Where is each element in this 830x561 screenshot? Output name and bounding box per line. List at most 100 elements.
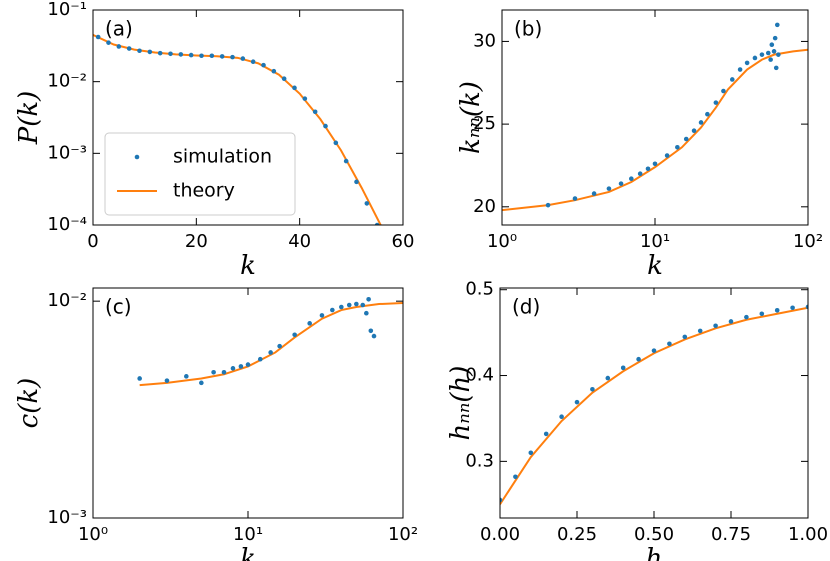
point [729,77,735,82]
x-tick-label: 10¹ [640,231,670,252]
point [759,311,765,317]
point [323,123,328,129]
theory-line [500,306,808,505]
point [333,140,339,146]
point [543,431,549,437]
point [281,76,287,82]
x-tick-label: 10⁰ [487,231,517,252]
point [769,42,775,48]
point [312,109,318,115]
point [618,181,624,186]
point [805,304,808,310]
point [184,374,189,379]
point [691,128,697,134]
point [629,176,634,181]
point [667,341,672,347]
panel: 10⁰ 10¹ 10² 20 25 30 (b) k kₙₙ(k) [456,9,823,281]
panel: 10⁰ 10¹ 10² 10⁻³ 10⁻² (c) k c(k) [14,287,418,561]
point [713,323,718,329]
point [339,304,344,310]
y-axis-label: hₙₙ(h) [446,366,476,441]
point [319,313,325,318]
point [292,332,297,338]
point [682,334,688,340]
point [137,48,142,54]
point [157,50,163,56]
y-tick-label: 25 [473,113,496,134]
point [374,222,380,225]
x-tick-label: 0.25 [557,524,597,545]
point [271,68,277,74]
point [116,44,122,49]
theory-line [139,302,403,387]
point [106,40,111,45]
point [230,366,236,371]
point [606,186,612,191]
point [360,302,366,308]
annotation: (a) [105,17,133,41]
y-tick-label: 10⁻² [47,290,87,311]
x-axis-label: k [647,251,663,281]
point [368,328,374,334]
point [366,296,371,302]
x-tick-label: 40 [288,231,311,252]
legend-marker [134,154,140,160]
x-axis-label: h [646,544,663,561]
point [683,136,689,142]
point [744,314,749,320]
x-tick-label: 60 [392,231,415,252]
legend-label: theory [173,180,235,202]
y-axis-label: P(k) [14,91,44,146]
point [354,179,359,185]
y-tick-label: 10⁻³ [47,507,87,528]
y-axis-label: kₙₙ(k) [456,81,486,154]
point [772,35,778,41]
point [168,51,173,57]
x-tick-label: 10⁰ [78,524,108,545]
point [697,328,703,334]
point [774,22,780,28]
panel: 0.00 0.25 0.50 0.75 1.00 0.3 0.4 0.5 (d) h hₙₙ(h) [446,279,828,561]
point [257,356,263,362]
y-tick-label: 10⁻³ [47,142,87,163]
point [500,497,503,503]
point [230,54,235,60]
point [790,305,795,311]
plot-area [500,304,808,505]
y-axis-label: c(k) [14,378,44,429]
point [307,321,312,326]
point [752,55,758,61]
y-tick-label: 20 [473,196,496,217]
point [728,319,734,324]
theory-line [502,48,808,212]
frame [92,287,404,519]
point [302,96,308,101]
point [590,386,595,392]
x-axis-label: k [240,544,256,561]
point [765,50,771,56]
point [199,380,204,386]
x-tick-label: 10² [793,231,823,252]
y-tick-label: 0.4 [465,365,494,386]
legend-label: simulation [173,146,272,168]
y-tick-label: 0.3 [465,450,494,471]
point [605,375,611,381]
point [645,166,651,172]
point [776,52,781,57]
point [268,350,273,355]
point [364,201,370,206]
point [591,191,597,196]
point [768,57,773,62]
point [759,52,765,57]
point [354,301,359,307]
plot-area [137,296,403,387]
point [188,52,194,58]
point [675,144,680,150]
annotation: (b) [514,17,542,41]
point [545,202,551,208]
frame [499,287,809,519]
x-tick-label: 10² [388,524,418,545]
point [513,474,518,480]
point [221,369,227,375]
